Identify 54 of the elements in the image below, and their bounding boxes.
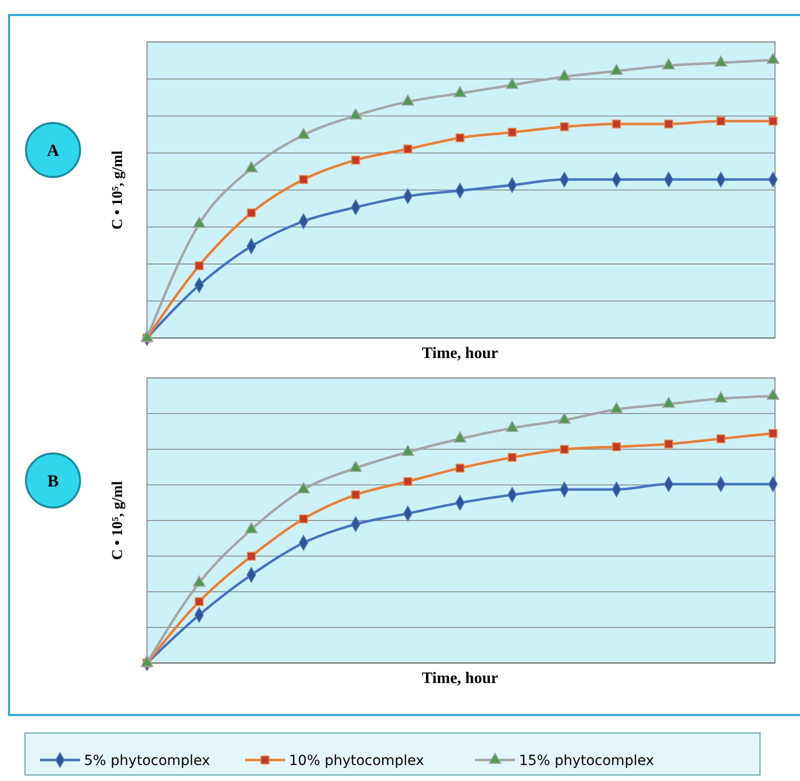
point [246, 208, 256, 218]
point [612, 120, 621, 128]
point [716, 116, 726, 126]
point [299, 514, 308, 524]
legend-label: 15% phytocomplex [519, 753, 654, 769]
text: A [46, 141, 60, 160]
point [766, 388, 780, 400]
point [403, 144, 412, 154]
point [714, 55, 728, 67]
point [349, 460, 362, 472]
point [401, 444, 414, 456]
point [246, 552, 256, 561]
point [508, 453, 517, 462]
point [401, 94, 414, 106]
point [560, 445, 569, 454]
point [456, 133, 464, 142]
point [768, 116, 778, 126]
point [299, 175, 308, 184]
text: B [47, 472, 59, 490]
point [244, 161, 258, 172]
point [610, 64, 623, 76]
x-axis-title: Time, hour [422, 345, 498, 362]
point [664, 120, 674, 128]
point [194, 597, 204, 606]
point [454, 86, 466, 98]
point [456, 464, 464, 472]
point [662, 58, 676, 70]
y-axis-title: C • 10⁵, g/ml [110, 150, 126, 230]
legend-label: 5% phytocomplex [84, 753, 210, 769]
point [664, 440, 674, 448]
point [558, 412, 571, 424]
y-axis-title: C • 10⁵, g/ml [110, 481, 126, 560]
point [194, 261, 204, 270]
point [508, 128, 517, 137]
point [612, 442, 621, 452]
point [716, 434, 726, 444]
point [351, 490, 360, 500]
point [558, 69, 571, 81]
legend-label: 10% phytocomplex [289, 753, 424, 769]
point [506, 78, 519, 89]
point [662, 396, 676, 408]
point [560, 122, 569, 132]
point [766, 52, 780, 64]
point [610, 402, 623, 414]
point [351, 156, 360, 164]
x-axis-title: Time, hour [422, 670, 498, 687]
point [768, 429, 778, 438]
point [297, 128, 310, 139]
point [506, 420, 519, 432]
point [714, 391, 728, 403]
point [297, 482, 310, 494]
point [454, 431, 466, 443]
point [349, 108, 362, 120]
point [403, 477, 412, 486]
